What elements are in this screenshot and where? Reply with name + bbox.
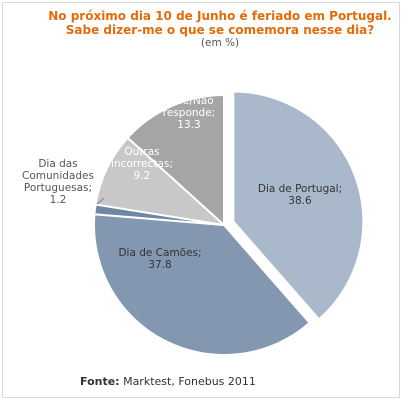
slice-label-5: Não sabe/Não responde; 13.3 — [163, 83, 215, 131]
slice-label-2: Dia de Camões; 37.8 — [118, 247, 201, 271]
source-note: Fonte: Marktest, Fonebus 2011 — [80, 375, 256, 388]
slice-label-line: 37.8 — [148, 259, 171, 271]
slice-label-line: 9.2 — [134, 170, 151, 182]
slice-label-line: sabe/Não — [164, 95, 213, 107]
slice-label-1: Dia de Portugal; 38.6 — [258, 183, 342, 207]
slice-label-line: 13.3 — [177, 119, 200, 131]
slice-label-line: 1.2 — [50, 194, 67, 206]
slice-label-line: Dia de Camões; — [118, 247, 201, 259]
slice-label-line: responde; — [163, 107, 215, 119]
pie-slice-1 — [232, 90, 365, 321]
source-label: Fonte: — [80, 375, 120, 388]
slice-label-line: Não — [179, 83, 200, 95]
leader-line — [96, 197, 105, 205]
slice-label-4: Outras incorrectas; 9.2 — [111, 146, 173, 182]
slice-label-line: Portuguesas; — [24, 182, 92, 194]
chart-title-line-1: No próximo dia 10 de Junho é feriado em … — [48, 9, 392, 23]
source-text: Marktest, Fonebus 2011 — [119, 375, 256, 388]
pie-slice-5 — [126, 93, 225, 228]
slice-label-line: Dia de Portugal; — [258, 183, 342, 195]
pie-slice-2 — [93, 213, 312, 356]
slice-label-line: Comunidades — [22, 170, 94, 182]
slice-label-line: Outras — [124, 146, 159, 158]
slice-label-line: 38.6 — [288, 195, 312, 207]
chart-title-block: No próximo dia 10 de Junho é feriado em … — [0, 9, 404, 50]
slice-label-3: Dia das Comunidades Portuguesas; 1.2 — [22, 158, 94, 206]
slice-label-line: incorrectas; — [111, 158, 173, 170]
chart-title-line-2: Sabe dizer-me o que se comemora nesse di… — [65, 23, 375, 37]
slice-label-line: Dia das — [38, 158, 77, 170]
chart-subtitle: (em %) — [200, 37, 240, 49]
